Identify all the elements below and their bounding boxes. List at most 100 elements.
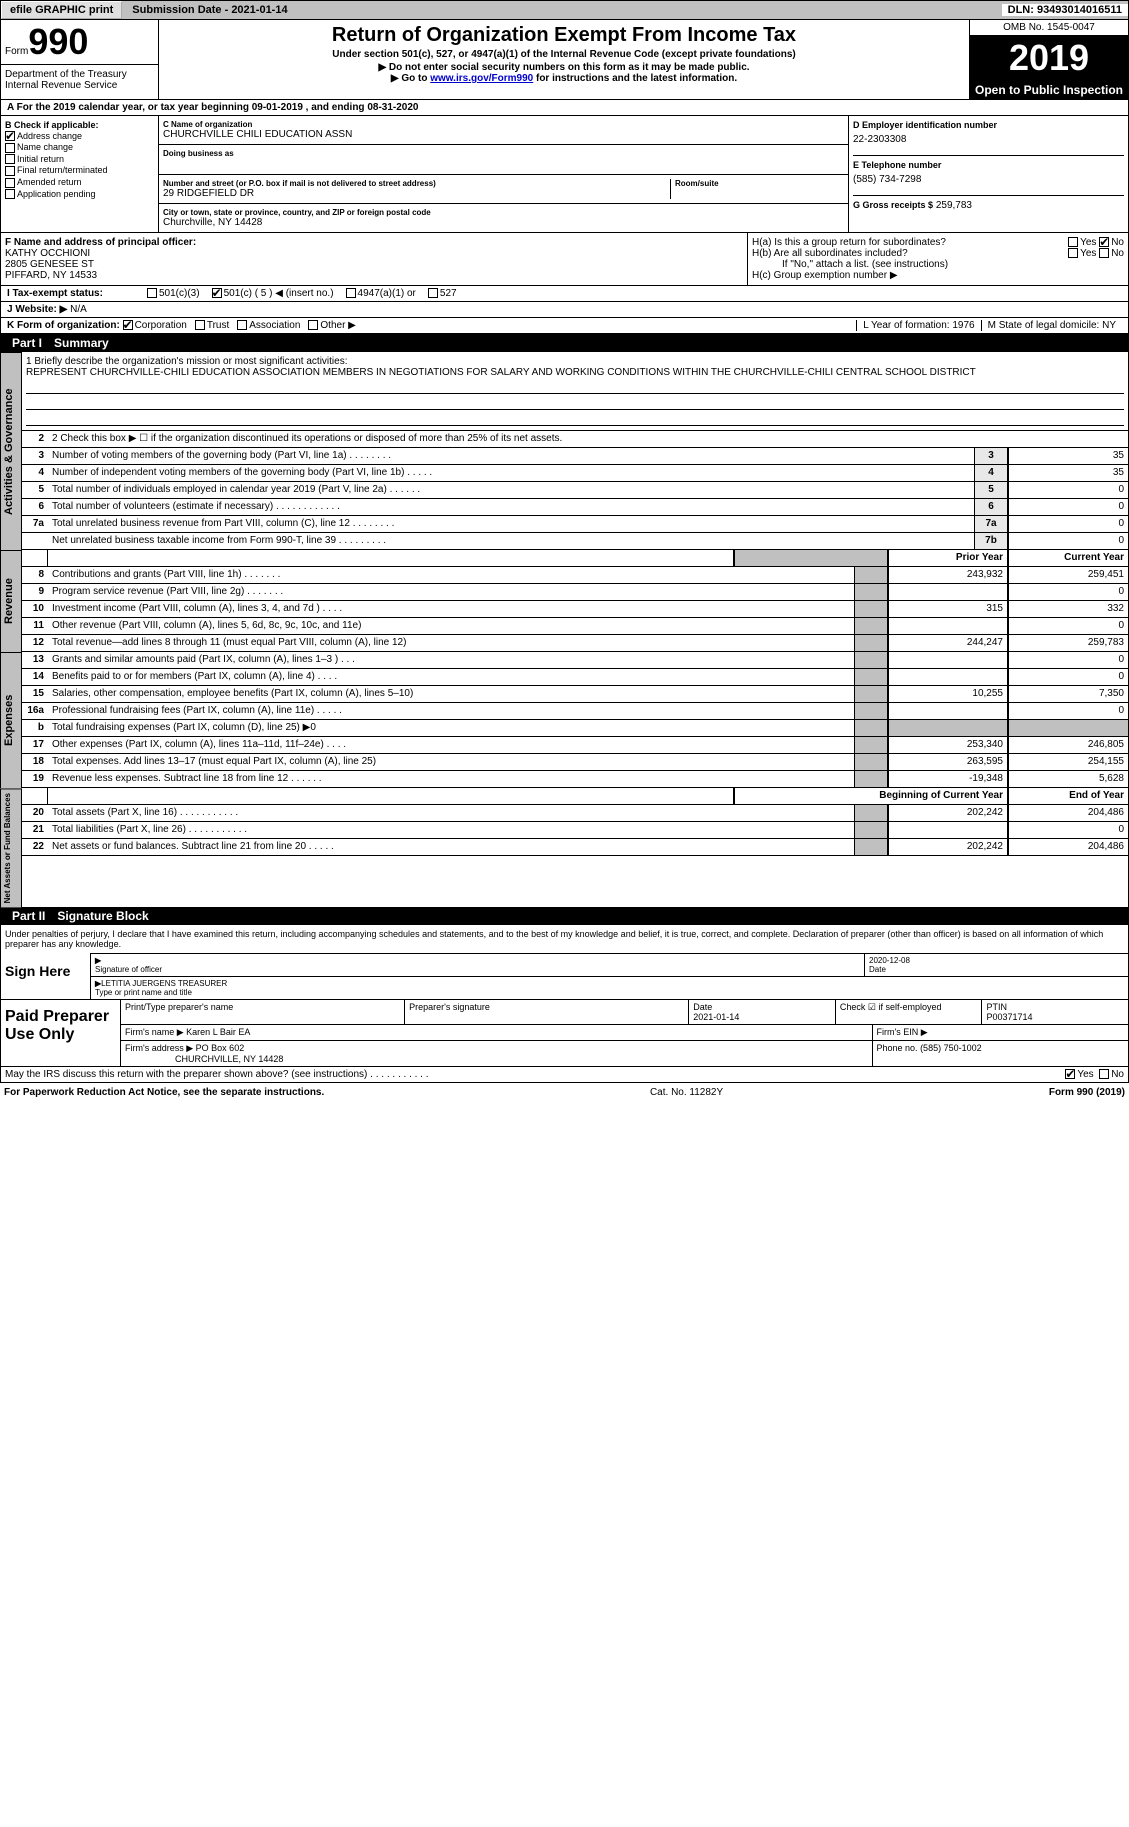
- opt-corp[interactable]: Corporation: [135, 320, 187, 331]
- prep-date-label: Date: [693, 1002, 712, 1012]
- principal-officer: F Name and address of principal officer:…: [1, 233, 748, 285]
- vtab-expenses: Expenses: [0, 652, 22, 788]
- data-line: 20Total assets (Part X, line 16) . . . .…: [22, 805, 1128, 822]
- data-line: 13Grants and similar amounts paid (Part …: [22, 652, 1128, 669]
- tax-year: 2019: [970, 36, 1128, 81]
- prep-name-label: Print/Type preparer's name: [121, 1000, 405, 1024]
- footer-right: Form 990 (2019): [1049, 1087, 1125, 1098]
- hb-yes[interactable]: Yes: [1080, 248, 1096, 259]
- instr-2-pre: ▶ Go to: [391, 73, 430, 84]
- data-line: 8Contributions and grants (Part VIII, li…: [22, 567, 1128, 584]
- firm-city: CHURCHVILLE, NY 14428: [175, 1054, 283, 1064]
- opt-assoc[interactable]: Association: [249, 320, 300, 331]
- current-year-header: Current Year: [1008, 550, 1128, 566]
- footer-mid: Cat. No. 11282Y: [650, 1087, 723, 1098]
- ein-value: 22-2303308: [853, 130, 1124, 155]
- gross-value: 259,783: [936, 200, 972, 211]
- form-number-cell: Form990: [1, 20, 158, 64]
- line-2-check: 2 Check this box ▶ ☐ if the organization…: [48, 431, 1128, 447]
- year-formation: L Year of formation: 1976: [856, 320, 980, 331]
- data-line: 22Net assets or fund balances. Subtract …: [22, 839, 1128, 856]
- dln: DLN: 93493014016511: [1002, 4, 1128, 16]
- opt-4947[interactable]: 4947(a)(1) or: [358, 288, 416, 299]
- ha-label: H(a) Is this a group return for subordin…: [752, 237, 946, 248]
- website-value: N/A: [70, 304, 87, 315]
- end-year-header: End of Year: [1008, 788, 1128, 804]
- firm-phone-label: Phone no.: [877, 1043, 918, 1053]
- data-line: 10Investment income (Part VIII, column (…: [22, 601, 1128, 618]
- col-c-name-addr: C Name of organization CHURCHVILLE CHILI…: [159, 116, 848, 232]
- opt-527[interactable]: 527: [440, 288, 457, 299]
- data-line: 15Salaries, other compensation, employee…: [22, 686, 1128, 703]
- sig-date-label: Date: [869, 965, 886, 974]
- discuss-no[interactable]: No: [1111, 1069, 1124, 1080]
- cb-amended[interactable]: Amended return: [5, 177, 154, 188]
- vtab-revenue: Revenue: [0, 550, 22, 652]
- submission-date: Submission Date - 2021-01-14: [126, 4, 293, 16]
- paid-preparer-block: Paid Preparer Use Only Print/Type prepar…: [1, 999, 1128, 1066]
- dba-label: Doing business as: [163, 149, 844, 158]
- ein-label: D Employer identification number: [853, 120, 1124, 130]
- phone-value: (585) 734-7298: [853, 170, 1124, 195]
- cb-app-pending[interactable]: Application pending: [5, 189, 154, 200]
- section-expenses: Expenses 13Grants and similar amounts pa…: [0, 652, 1129, 788]
- gov-line: 6Total number of volunteers (estimate if…: [22, 499, 1128, 516]
- gov-line: Net unrelated business taxable income fr…: [22, 533, 1128, 550]
- sig-declaration: Under penalties of perjury, I declare th…: [1, 925, 1128, 953]
- mission-label: 1 Briefly describe the organization's mi…: [26, 356, 1124, 367]
- top-bar: efile GRAPHIC print Submission Date - 20…: [0, 0, 1129, 20]
- cb-address-change[interactable]: Address change: [5, 131, 154, 142]
- opt-other[interactable]: Other ▶: [320, 320, 355, 331]
- room-label: Room/suite: [675, 179, 844, 188]
- row-a-tax-year: A For the 2019 calendar year, or tax yea…: [0, 100, 1129, 116]
- sig-date-value: 2020-12-08: [869, 956, 910, 965]
- officer-name: KATHY OCCHIONI: [5, 248, 90, 259]
- state-domicile: M State of legal domicile: NY: [981, 320, 1122, 331]
- f-label: F Name and address of principal officer:: [5, 237, 196, 248]
- sign-here-label: Sign Here: [1, 953, 91, 999]
- prep-sig-label: Preparer's signature: [405, 1000, 689, 1024]
- opt-trust[interactable]: Trust: [207, 320, 229, 331]
- hb-label: H(b) Are all subordinates included?: [752, 248, 908, 259]
- data-line: 19Revenue less expenses. Subtract line 1…: [22, 771, 1128, 788]
- part-i-title: Summary: [48, 336, 115, 350]
- ha-yes[interactable]: Yes: [1080, 237, 1096, 248]
- data-line: 12Total revenue—add lines 8 through 11 (…: [22, 635, 1128, 652]
- entity-info-grid: B Check if applicable: Address change Na…: [0, 116, 1129, 233]
- hb-no[interactable]: No: [1111, 248, 1124, 259]
- form990-link[interactable]: www.irs.gov/Form990: [430, 73, 533, 84]
- form-title: Return of Organization Exempt From Incom…: [163, 24, 965, 47]
- city-label: City or town, state or province, country…: [163, 208, 844, 217]
- open-to-public: Open to Public Inspection: [970, 81, 1128, 99]
- prep-label: Paid Preparer Use Only: [1, 1000, 121, 1066]
- footer-left: For Paperwork Reduction Act Notice, see …: [4, 1087, 324, 1098]
- beg-year-header: Beginning of Current Year: [734, 788, 1008, 804]
- efile-print-button[interactable]: efile GRAPHIC print: [1, 1, 122, 19]
- vtab-net-assets: Net Assets or Fund Balances: [0, 788, 22, 907]
- discuss-yes[interactable]: Yes: [1077, 1069, 1093, 1080]
- col-b-title: B Check if applicable:: [5, 120, 154, 130]
- section-net-assets: Net Assets or Fund Balances Beginning of…: [0, 788, 1129, 907]
- ha-no[interactable]: No: [1111, 237, 1124, 248]
- j-label: J Website: ▶: [7, 304, 67, 315]
- opt-501c3[interactable]: 501(c)(3): [159, 288, 200, 299]
- part-ii-num: Part II: [6, 909, 51, 923]
- form-label: Form: [5, 46, 28, 57]
- hc-label: H(c) Group exemption number ▶: [752, 270, 1124, 281]
- discuss-question: May the IRS discuss this return with the…: [5, 1069, 429, 1080]
- mission-text: REPRESENT CHURCHVILLE-CHILI EDUCATION AS…: [26, 367, 1124, 378]
- data-line: 11Other revenue (Part VIII, column (A), …: [22, 618, 1128, 635]
- opt-501c[interactable]: 501(c) ( 5 ) ◀ (insert no.): [224, 288, 334, 299]
- data-line: 18Total expenses. Add lines 13–17 (must …: [22, 754, 1128, 771]
- hb-note: If "No," attach a list. (see instruction…: [752, 259, 1124, 270]
- data-line: 16aProfessional fundraising fees (Part I…: [22, 703, 1128, 720]
- cb-final-return[interactable]: Final return/terminated: [5, 165, 154, 176]
- data-line: 21Total liabilities (Part X, line 26) . …: [22, 822, 1128, 839]
- ptin-value: P00371714: [986, 1012, 1032, 1022]
- cb-name-change[interactable]: Name change: [5, 142, 154, 153]
- cb-initial-return[interactable]: Initial return: [5, 154, 154, 165]
- col-b-checkboxes: B Check if applicable: Address change Na…: [1, 116, 159, 232]
- section-governance: Activities & Governance 1 Briefly descri…: [0, 352, 1129, 550]
- instr-2-post: for instructions and the latest informat…: [533, 73, 737, 84]
- firm-ein-label: Firm's EIN ▶: [873, 1025, 1129, 1040]
